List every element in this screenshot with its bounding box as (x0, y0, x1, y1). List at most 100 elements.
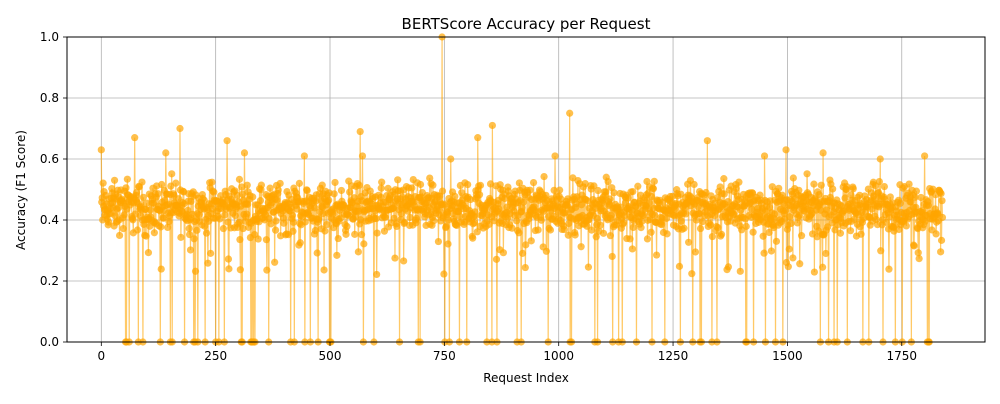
data-point (97, 146, 105, 154)
data-point (637, 224, 645, 232)
data-point (876, 155, 884, 163)
data-point (822, 249, 830, 258)
data-point (208, 178, 216, 186)
data-point (356, 127, 364, 136)
data-point (239, 190, 247, 198)
data-point (313, 249, 321, 257)
data-point (447, 155, 455, 163)
data-point (782, 146, 790, 154)
x-tick-label: 1500 (772, 349, 803, 363)
data-point (381, 213, 389, 221)
data-point (714, 224, 722, 232)
data-point (390, 214, 398, 222)
x-tick-label: 250 (204, 349, 227, 363)
data-point (810, 268, 818, 276)
data-point (649, 185, 657, 193)
data-point (526, 186, 534, 194)
data-point (846, 227, 855, 235)
y-tick-label: 1.0 (40, 30, 59, 44)
data-point (333, 251, 341, 259)
data-point (138, 178, 146, 186)
data-point (168, 170, 176, 178)
data-point (735, 178, 743, 186)
data-point (412, 214, 421, 222)
data-point (177, 233, 185, 241)
data-point (550, 186, 558, 194)
data-point (651, 211, 659, 219)
data-point (640, 211, 648, 219)
data-point (527, 237, 535, 245)
data-point (400, 257, 408, 265)
data-point (841, 194, 849, 202)
data-point (296, 239, 304, 247)
axis-ticks: 0 250 500 750 1000 1250 1500 1750 0.0 0.2 0.4 0.6 0.… (40, 30, 917, 363)
data-point (638, 217, 646, 225)
data-point (767, 247, 775, 255)
data-point (564, 231, 572, 239)
data-point (785, 245, 793, 253)
data-point (354, 248, 362, 256)
data-point (699, 217, 707, 226)
data-point (408, 184, 416, 192)
data-point (256, 196, 265, 205)
data-point (236, 266, 244, 274)
data-point (795, 186, 803, 194)
data-point (643, 177, 651, 186)
data-point (849, 185, 857, 193)
data-point (225, 265, 233, 273)
data-point (191, 267, 200, 275)
data-point (503, 203, 511, 211)
data-point (240, 149, 249, 157)
data-point (266, 184, 274, 192)
data-point (607, 211, 615, 219)
data-point (880, 182, 888, 191)
data-point (829, 185, 837, 193)
data-point (142, 199, 151, 207)
data-point (771, 210, 779, 218)
data-point (645, 199, 653, 207)
data-point (279, 214, 287, 222)
data-point (315, 214, 323, 222)
data-point (910, 242, 918, 250)
data-point (914, 249, 922, 257)
data-point (254, 235, 262, 243)
data-point (560, 225, 568, 234)
data-point (675, 262, 684, 270)
data-point (329, 210, 337, 218)
data-point (131, 134, 139, 142)
data-point (529, 178, 538, 187)
data-point (476, 181, 485, 189)
y-tick-label: 0.6 (40, 152, 59, 166)
data-point (430, 217, 438, 225)
data-point (321, 227, 329, 235)
data-point (238, 183, 246, 191)
data-point (357, 231, 366, 239)
data-point (300, 152, 308, 160)
data-point (372, 214, 380, 223)
data-point (685, 238, 693, 246)
data-point (647, 228, 655, 236)
data-point (373, 229, 381, 237)
data-point (877, 247, 885, 255)
data-point (276, 179, 284, 188)
data-point (561, 208, 569, 216)
data-point (162, 149, 170, 157)
y-tick-label: 0.2 (40, 274, 59, 288)
data-point (330, 190, 338, 198)
data-point (518, 249, 527, 257)
data-point (724, 198, 732, 206)
data-point (289, 218, 298, 226)
data-point (190, 235, 198, 243)
data-point (826, 193, 835, 202)
data-point (556, 186, 564, 194)
data-point (280, 219, 288, 227)
data-point (262, 236, 271, 244)
data-point (323, 220, 331, 229)
data-point (765, 203, 774, 211)
y-tick-label: 0.8 (40, 91, 59, 105)
data-point (836, 229, 845, 237)
data-point (157, 223, 165, 231)
data-point (584, 263, 593, 271)
data-point (164, 223, 172, 232)
data-point (142, 232, 150, 240)
